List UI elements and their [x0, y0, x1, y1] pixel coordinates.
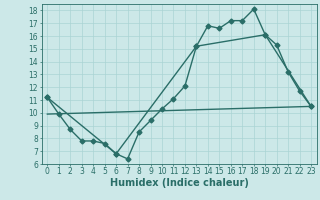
X-axis label: Humidex (Indice chaleur): Humidex (Indice chaleur) [110, 178, 249, 188]
